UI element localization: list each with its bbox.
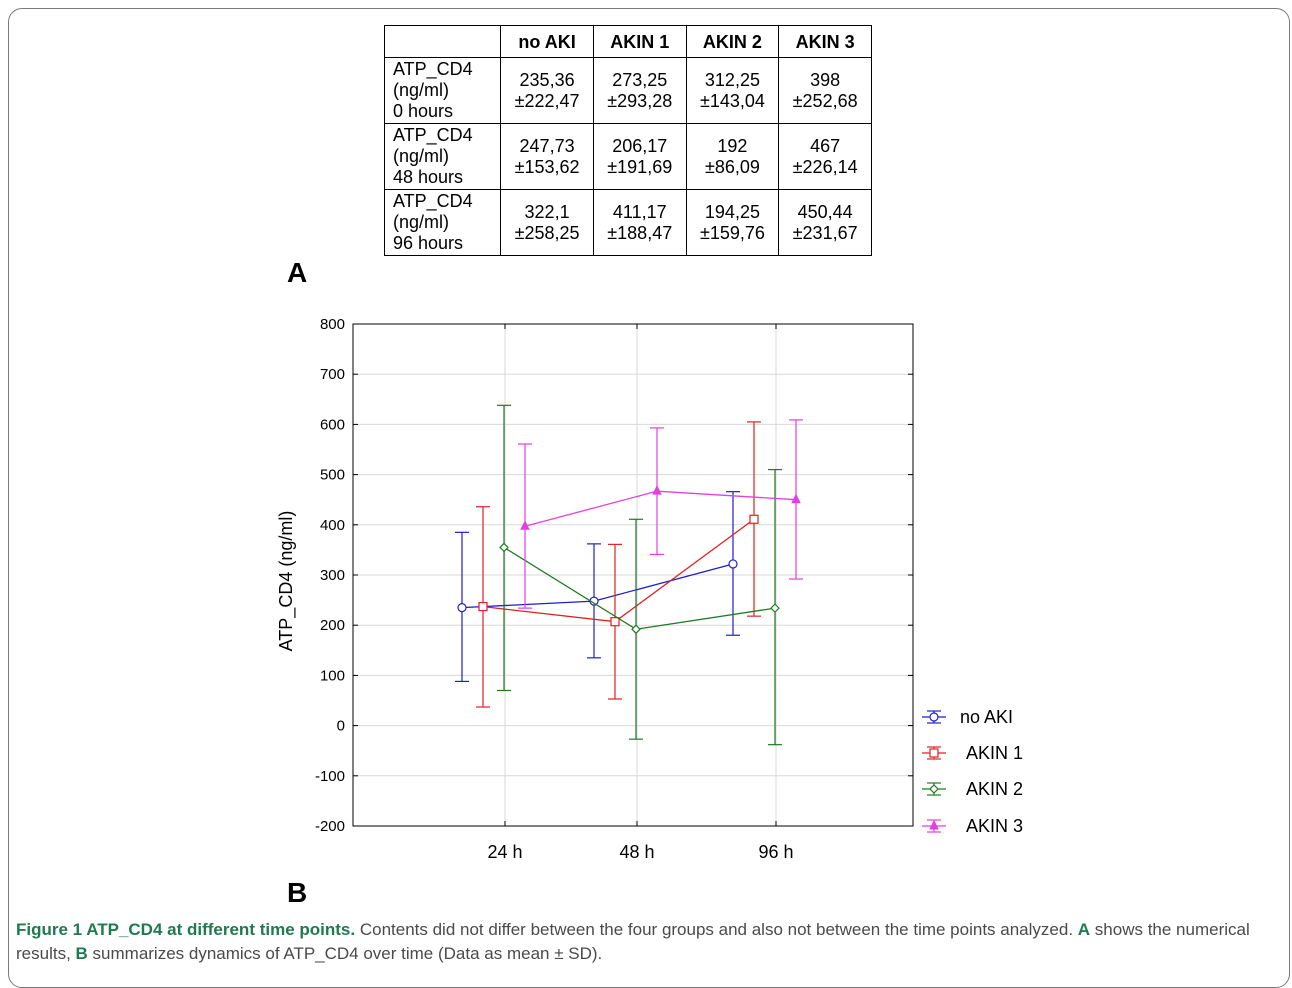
- row-label: ATP_CD4 (ng/ml) 48 hours: [383, 123, 502, 190]
- row-label: ATP_CD4 (ng/ml) 96 hours: [383, 189, 502, 256]
- marker-triangle: [791, 493, 801, 504]
- caption-text: shows the numerical results,: [16, 920, 1250, 963]
- table-row: ATP_CD4 (ng/ml) 96 hours 322,1 ±258,25 4…: [383, 189, 872, 256]
- table-cell: 398 ±252,68: [778, 57, 872, 124]
- legend-label: AKIN 2: [966, 779, 1023, 799]
- marker-triangle: [652, 485, 662, 495]
- marker-circle: [929, 712, 939, 722]
- series-akin-1: [476, 421, 761, 708]
- caption-ref-b: B: [75, 944, 88, 963]
- series-akin-2: [497, 404, 782, 746]
- legend-item: AKIN 2: [922, 779, 1023, 799]
- table-cell: 411,17 ±188,47: [592, 189, 687, 256]
- table-cell: 450,44 ±231,67: [778, 189, 872, 256]
- marker-square: [929, 748, 939, 758]
- results-table: no AKI AKIN 1 AKIN 2 AKIN 3 ATP_CD4 (ng/…: [383, 25, 872, 256]
- panel-label-a: A: [287, 257, 308, 288]
- x-tick-label: 24 h: [487, 842, 522, 862]
- marker-circle: [728, 559, 738, 569]
- y-tick-label: 800: [320, 316, 345, 333]
- table-cell: 312,25 ±143,04: [685, 57, 780, 124]
- y-tick-label: 100: [320, 667, 345, 684]
- series-no-aki: [455, 491, 740, 683]
- table-header-cell: AKIN 2: [685, 25, 780, 58]
- table-header-cell: no AKI: [500, 25, 594, 58]
- marker-diamond: [631, 624, 641, 635]
- y-tick-label: 700: [320, 366, 345, 383]
- legend-label: AKIN 3: [966, 816, 1023, 836]
- table-cell: 467 ±226,14: [778, 123, 872, 190]
- legend-item: no AKI: [922, 707, 1013, 727]
- marker-square: [749, 514, 759, 524]
- marker-circle: [457, 603, 467, 613]
- legend: no AKI AKIN 1 AKIN 2 AKIN 3: [922, 707, 1023, 836]
- y-tick-label: 600: [320, 416, 345, 433]
- table-cell: 247,73 ±153,62: [500, 123, 594, 190]
- y-tick-label: 500: [320, 467, 345, 484]
- y-tick-label: 300: [320, 567, 345, 584]
- table-row: ATP_CD4 (ng/ml) 0 hours 235,36 ±222,47 2…: [383, 57, 872, 124]
- table-cell: 206,17 ±191,69: [592, 123, 687, 190]
- caption-ref-a: A: [1077, 920, 1091, 939]
- table-cell: 235,36 ±222,47: [500, 57, 594, 124]
- marker-triangle: [929, 819, 939, 830]
- marker-diamond: [499, 542, 509, 553]
- legend-label: no AKI: [960, 707, 1013, 727]
- legend-item: AKIN 3: [922, 816, 1023, 836]
- marker-diamond: [770, 603, 780, 613]
- marker-triangle: [520, 520, 530, 530]
- table-cell: 273,25 ±293,28: [592, 57, 687, 124]
- caption-title: Figure 1 ATP_CD4 at different time point…: [16, 920, 356, 939]
- marker-square: [478, 602, 488, 612]
- legend-item: AKIN 1: [922, 743, 1023, 763]
- x-tick-label: 48 h: [619, 842, 654, 862]
- legend-label: AKIN 1: [966, 743, 1023, 763]
- figure-caption: Figure 1 ATP_CD4 at different time point…: [16, 918, 1278, 966]
- y-tick-label: 200: [320, 617, 345, 634]
- y-tick-label: 0: [337, 718, 345, 735]
- table-cell: 192 ±86,09: [685, 123, 780, 190]
- panel-label-b: B: [287, 877, 308, 908]
- y-axis-title: ATP_CD4 (ng/ml): [276, 511, 297, 652]
- series-line: [482, 518, 755, 623]
- table-row: ATP_CD4 (ng/ml) 48 hours 247,73 ±153,62 …: [383, 123, 872, 190]
- marker-diamond: [929, 784, 939, 794]
- x-tick-label: 96 h: [758, 842, 793, 862]
- y-tick-label: -100: [315, 768, 345, 785]
- y-tick-label: 400: [320, 517, 345, 534]
- y-tick-label: -200: [315, 818, 345, 835]
- marker-square: [610, 617, 620, 627]
- series-akin-3: [518, 419, 803, 609]
- caption-text: summarizes dynamics of ATP_CD4 over time…: [87, 944, 603, 963]
- caption-text: Contents did not differ between the four…: [355, 920, 1074, 939]
